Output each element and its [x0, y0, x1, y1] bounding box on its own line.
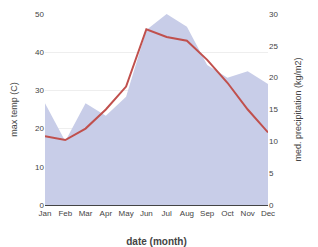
svg-text:0: 0: [40, 201, 45, 210]
svg-text:Dec: Dec: [261, 209, 275, 218]
svg-text:5: 5: [269, 169, 274, 178]
svg-text:Apr: Apr: [100, 209, 113, 218]
svg-text:30: 30: [269, 10, 278, 19]
svg-text:Jun: Jun: [140, 209, 153, 218]
svg-text:May: May: [119, 209, 134, 218]
svg-text:Sep: Sep: [200, 209, 215, 218]
svg-text:Feb: Feb: [58, 209, 72, 218]
svg-text:25: 25: [269, 42, 278, 51]
svg-text:15: 15: [269, 105, 278, 114]
svg-text:10: 10: [269, 137, 278, 146]
svg-text:10: 10: [35, 163, 44, 172]
svg-text:0: 0: [269, 201, 274, 210]
svg-text:40: 40: [35, 48, 44, 57]
svg-text:Jul: Jul: [162, 209, 172, 218]
svg-text:date (month): date (month): [126, 236, 187, 247]
svg-text:50: 50: [35, 10, 44, 19]
svg-text:30: 30: [35, 86, 44, 95]
svg-text:max temp (C): max temp (C): [9, 82, 19, 137]
svg-text:20: 20: [35, 124, 44, 133]
svg-text:Oct: Oct: [221, 209, 234, 218]
svg-text:Nov: Nov: [241, 209, 255, 218]
svg-text:Aug: Aug: [180, 209, 194, 218]
svg-text:20: 20: [269, 73, 278, 82]
svg-text:med. precipitation (kg/m2): med. precipitation (kg/m2): [293, 57, 303, 161]
svg-text:Jan: Jan: [39, 209, 52, 218]
svg-text:Mar: Mar: [79, 209, 93, 218]
